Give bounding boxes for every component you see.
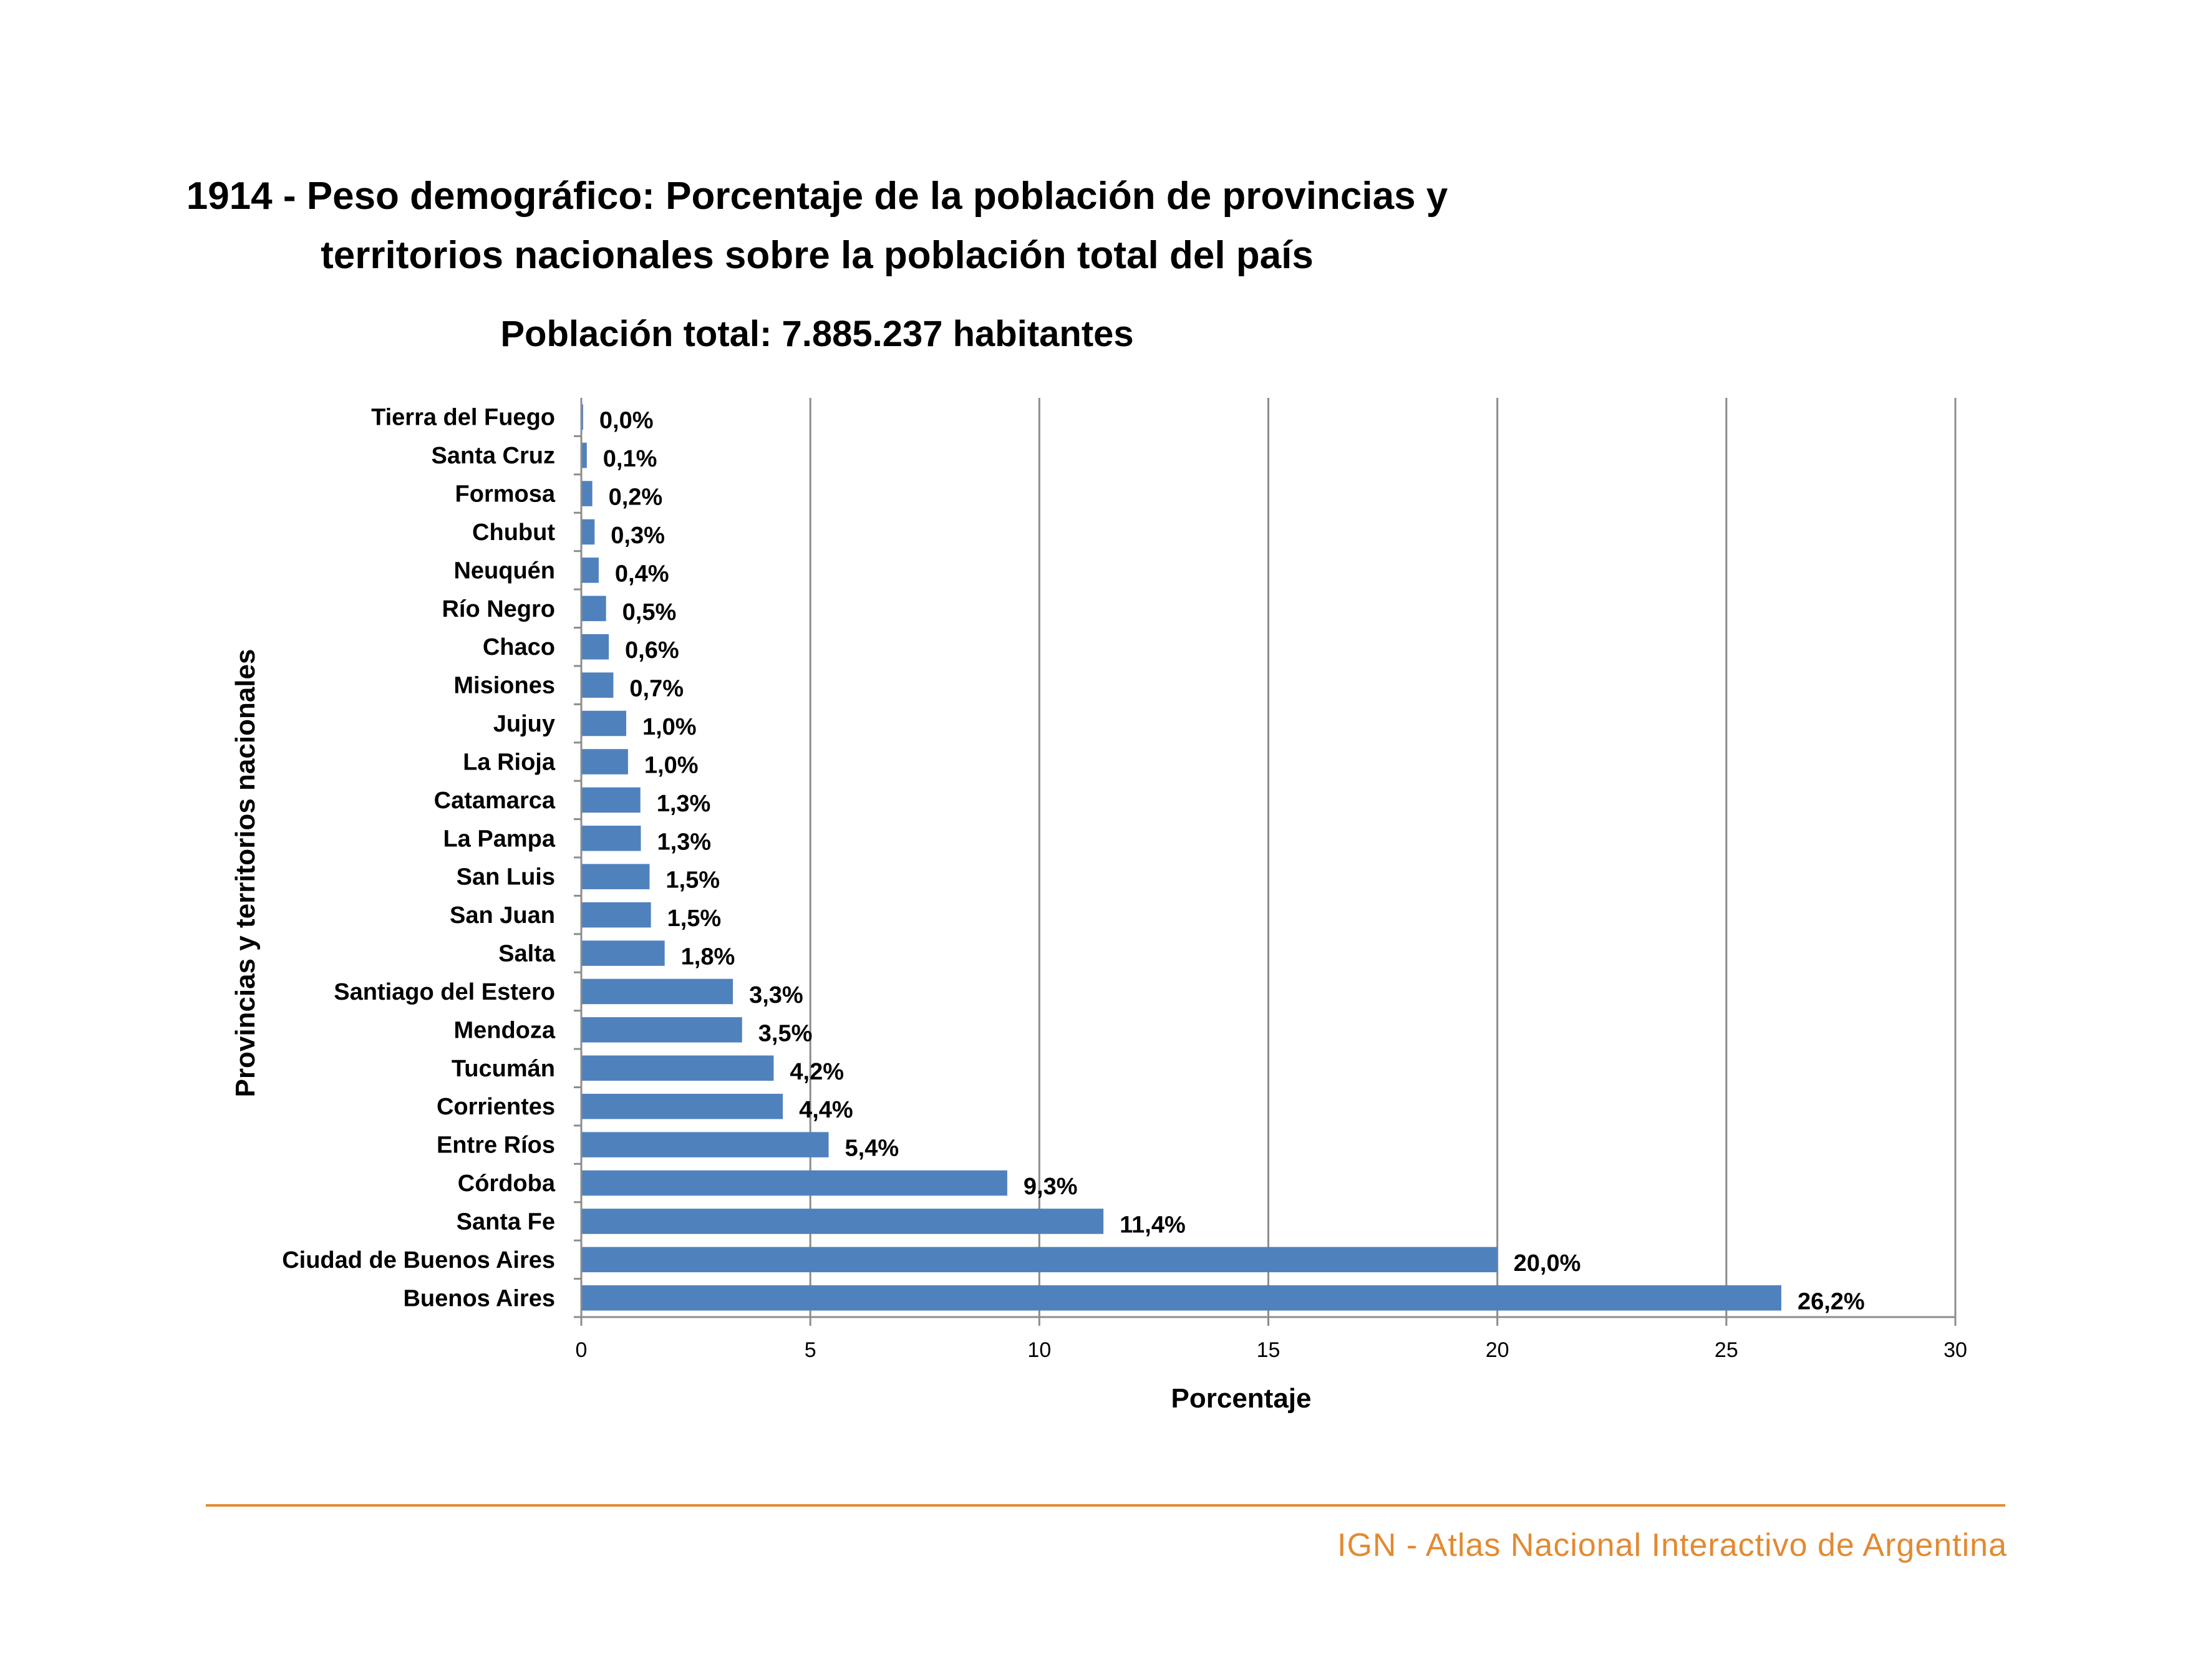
category-label: La Pampa: [443, 826, 555, 852]
gridlines: [809, 398, 1957, 1317]
bars: [581, 404, 1781, 1311]
category-label: Santiago del Estero: [334, 979, 555, 1005]
category-label: Tucumán: [452, 1056, 555, 1082]
x-tick-label: 30: [1944, 1338, 1967, 1362]
data-label: 4,2%: [790, 1059, 844, 1085]
category-label: Catamarca: [434, 788, 556, 814]
data-label: 1,8%: [681, 944, 735, 970]
labels: 0 5 10 15 20 25 30 Tierra del Fuego 0,0% Santa Cr…: [282, 405, 1967, 1362]
data-label: 11,4%: [1120, 1212, 1186, 1238]
bar: [581, 634, 609, 660]
x-tick-label: 25: [1715, 1338, 1738, 1362]
data-label: 20,0%: [1514, 1250, 1581, 1277]
x-tick-label: 20: [1486, 1338, 1509, 1362]
data-label: 3,5%: [758, 1020, 813, 1046]
category-label: Salta: [498, 941, 556, 967]
data-label: 1,3%: [657, 791, 711, 817]
bar: [581, 1132, 829, 1157]
category-label: Córdoba: [458, 1171, 556, 1197]
category-label: Tierra del Fuego: [371, 405, 555, 431]
category-label: Corrientes: [437, 1094, 555, 1120]
bar: [581, 864, 650, 889]
data-label: 1,0%: [644, 752, 699, 778]
data-label: 1,5%: [666, 867, 720, 894]
category-label: Neuquén: [453, 558, 555, 584]
bar: [581, 519, 595, 545]
bar: [581, 1017, 742, 1043]
category-label: San Luis: [457, 864, 555, 891]
category-label: Misiones: [453, 673, 555, 699]
bar: [581, 596, 606, 622]
category-label: Chubut: [472, 519, 555, 546]
data-label: 5,4%: [845, 1136, 899, 1162]
bar: [581, 672, 614, 698]
data-label: 1,5%: [667, 905, 722, 932]
category-label: Jujuy: [493, 711, 555, 737]
chart-subtitle: Población total: 7.885.237 habitantes: [500, 314, 1133, 354]
bar: [581, 1093, 783, 1119]
bar: [581, 826, 641, 851]
data-label: 9,3%: [1024, 1174, 1078, 1200]
data-label: 26,2%: [1798, 1288, 1865, 1315]
bar: [581, 940, 665, 966]
category-label: Formosa: [455, 481, 556, 508]
data-label: 1,0%: [642, 714, 697, 740]
data-label: 0,2%: [609, 485, 663, 511]
data-label: 3,3%: [749, 982, 803, 1008]
data-label: 4,4%: [799, 1097, 853, 1123]
category-label: Santa Fe: [457, 1209, 555, 1235]
category-label: Ciudad de Buenos Aires: [282, 1247, 555, 1273]
bar: [581, 442, 587, 468]
footer-credit: IGN - Atlas Nacional Interactivo de Arge…: [1337, 1527, 2007, 1563]
category-label: Chaco: [483, 634, 555, 660]
bar: [581, 1285, 1781, 1311]
data-label: 0,3%: [611, 523, 665, 549]
bar: [581, 787, 641, 813]
category-label: La Rioja: [463, 749, 556, 775]
category-label: Mendoza: [453, 1017, 555, 1043]
chart-title-line-1: 1914 - Peso demográfico: Porcentaje de l…: [186, 175, 1448, 218]
x-tick-label: 5: [805, 1338, 816, 1362]
data-label: 1,3%: [657, 829, 711, 855]
data-label: 0,0%: [599, 408, 654, 434]
category-label: Entre Ríos: [437, 1132, 555, 1159]
data-label: 0,7%: [629, 676, 684, 702]
bar: [581, 1247, 1498, 1273]
bar: [581, 978, 733, 1005]
data-label: 0,5%: [622, 599, 677, 625]
bar: [581, 710, 626, 736]
category-label: Santa Cruz: [432, 443, 555, 469]
category-label: Río Negro: [442, 596, 555, 622]
bar: [581, 1209, 1104, 1234]
bar: [581, 558, 599, 583]
category-label: Buenos Aires: [403, 1285, 555, 1311]
y-axis-title: Provincias y territorios nacionales: [230, 649, 261, 1098]
bar: [581, 902, 651, 928]
bar: [581, 1055, 774, 1081]
category-label: San Juan: [450, 902, 555, 929]
bar: [581, 481, 593, 506]
footer-divider: [206, 1504, 2005, 1507]
x-axis-title: Porcentaje: [1171, 1383, 1312, 1414]
chart-title-line-2: territorios nacionales sobre la població…: [321, 234, 1314, 277]
data-label: 0,4%: [615, 561, 669, 587]
axes: [574, 398, 1957, 1326]
x-tick-label: 15: [1257, 1338, 1280, 1362]
data-label: 0,1%: [603, 446, 657, 472]
x-tick-label: 0: [576, 1338, 588, 1362]
x-tick-label: 10: [1027, 1338, 1051, 1362]
bar: [581, 1170, 1007, 1196]
data-label: 0,6%: [625, 637, 679, 664]
bar: [581, 749, 628, 775]
